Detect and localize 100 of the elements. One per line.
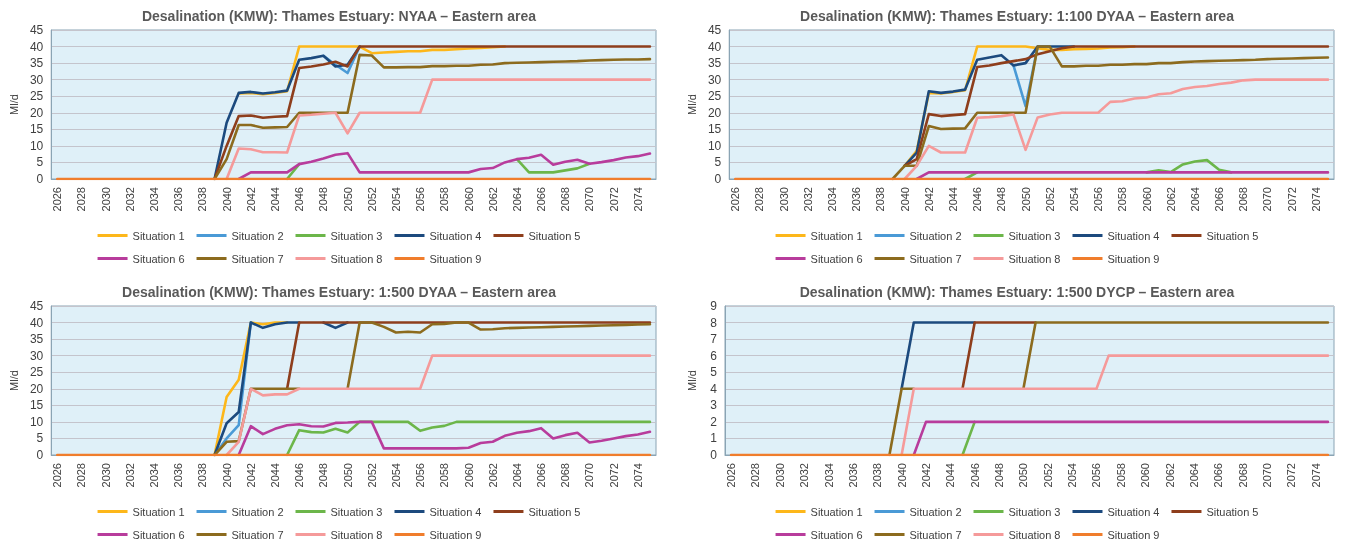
x-tick-label: 2068 [1236,463,1249,488]
y-axis-title: Ml/d [685,370,698,391]
x-tick-label: 2070 [583,463,596,488]
x-tick-label: 2032 [801,187,814,212]
x-tick-label: 2052 [365,463,378,488]
legend-label: Situation 8 [1008,252,1061,265]
y-tick-label: 10 [29,138,44,153]
y-tick-label: 0 [710,448,718,462]
legend-label: Situation 2 [231,505,284,518]
x-tick-label: 2064 [510,463,523,488]
x-tick-label: 2034 [148,463,161,488]
y-tick-label: 3 [710,398,718,413]
x-tick-label: 2058 [438,463,451,488]
x-tick-label: 2032 [123,463,136,488]
x-tick-label: 2048 [317,463,330,488]
x-tick-label: 2062 [1164,187,1177,212]
legend-label: Situation 1 [132,229,185,242]
y-tick-label: 25 [707,89,722,104]
x-tick-label: 2026 [729,187,742,212]
legend-label: Situation 4 [1107,229,1160,242]
x-tick-label: 2064 [1188,187,1201,212]
legend-label: Situation 7 [909,252,962,265]
x-tick-label: 2062 [1163,463,1176,488]
x-tick-label: 2058 [1116,187,1129,212]
x-tick-label: 2026 [725,463,738,488]
x-tick-label: 2054 [1067,187,1080,212]
x-tick-label: 2070 [583,187,596,212]
y-axis-title: Ml/d [7,370,20,391]
y-axis-title: Ml/d [685,94,698,115]
x-tick-label: 2074 [1309,463,1322,488]
legend-label: Situation 8 [1008,528,1061,541]
x-tick-label: 2048 [317,187,330,212]
legend-label: Situation 6 [810,528,863,541]
legend-label: Situation 7 [231,252,284,265]
x-tick-label: 2040 [220,187,233,212]
legend-label: Situation 8 [330,528,383,541]
x-tick-label: 2072 [1285,187,1298,212]
x-tick-label: 2042 [919,463,932,488]
x-tick-label: 2040 [220,463,233,488]
x-tick-label: 2030 [99,463,112,488]
x-tick-label: 2056 [414,187,427,212]
chart-title: Desalination (KMW): Thames Estuary: NYAA – Eastern area [141,8,537,24]
x-tick-label: 2028 [75,463,88,488]
y-tick-label: 45 [707,23,722,37]
y-tick-label: 20 [29,381,44,396]
y-tick-label: 20 [29,105,44,120]
x-tick-label: 2064 [510,187,523,212]
y-tick-label: 15 [29,398,44,413]
x-tick-label: 2050 [1017,463,1030,488]
x-tick-label: 2028 [753,187,766,212]
x-tick-label: 2026 [51,463,64,488]
x-tick-label: 2036 [846,463,859,488]
x-tick-label: 2040 [898,187,911,212]
y-tick-label: 9 [710,299,718,313]
y-tick-label: 45 [29,23,44,37]
x-tick-label: 2032 [798,463,811,488]
y-tick-label: 5 [36,431,44,446]
y-tick-label: 25 [29,89,44,104]
x-tick-label: 2056 [1092,187,1105,212]
x-tick-label: 2064 [1187,463,1200,488]
x-tick-label: 2062 [486,463,499,488]
legend-label: Situation 5 [1206,505,1259,518]
y-tick-label: 25 [29,365,44,380]
x-tick-label: 2034 [148,187,161,212]
y-tick-label: 15 [707,122,722,137]
y-tick-label: 35 [707,56,722,71]
chart-title: Desalination (KMW): Thames Estuary: 1:100 DYAA – Eastern area [800,8,1235,24]
y-tick-label: 40 [29,39,44,54]
legend-label: Situation 6 [132,252,185,265]
legend-label: Situation 9 [1107,252,1160,265]
y-tick-label: 0 [36,172,44,186]
x-tick-label: 2054 [389,463,402,488]
y-tick-label: 15 [29,122,44,137]
y-tick-label: 20 [707,105,722,120]
x-tick-label: 2036 [172,187,185,212]
y-tick-label: 10 [707,138,722,153]
legend-label: Situation 6 [132,528,185,541]
x-tick-label: 2052 [1041,463,1054,488]
y-tick-label: 30 [29,348,44,363]
x-tick-label: 2034 [822,463,835,488]
y-axis-title: Ml/d [7,94,20,115]
y-tick-label: 6 [710,348,718,363]
x-tick-label: 2046 [293,463,306,488]
legend-label: Situation 9 [1107,528,1160,541]
x-tick-label: 2068 [559,187,572,212]
x-tick-label: 2044 [947,187,960,212]
chart-title: Desalination (KMW): Thames Estuary: 1:500 DYCP – Eastern area [799,284,1235,300]
x-tick-label: 2028 [75,187,88,212]
x-tick-label: 2042 [244,187,257,212]
x-tick-label: 2060 [1139,463,1152,488]
x-tick-label: 2048 [995,187,1008,212]
x-tick-label: 2054 [1066,463,1079,488]
y-tick-label: 0 [36,448,44,462]
x-tick-label: 2060 [462,463,475,488]
y-tick-label: 1 [710,431,718,446]
x-tick-label: 2038 [196,463,209,488]
x-tick-label: 2074 [631,463,644,488]
y-tick-label: 45 [29,299,44,313]
x-tick-label: 2046 [968,463,981,488]
legend-label: Situation 1 [810,505,863,518]
